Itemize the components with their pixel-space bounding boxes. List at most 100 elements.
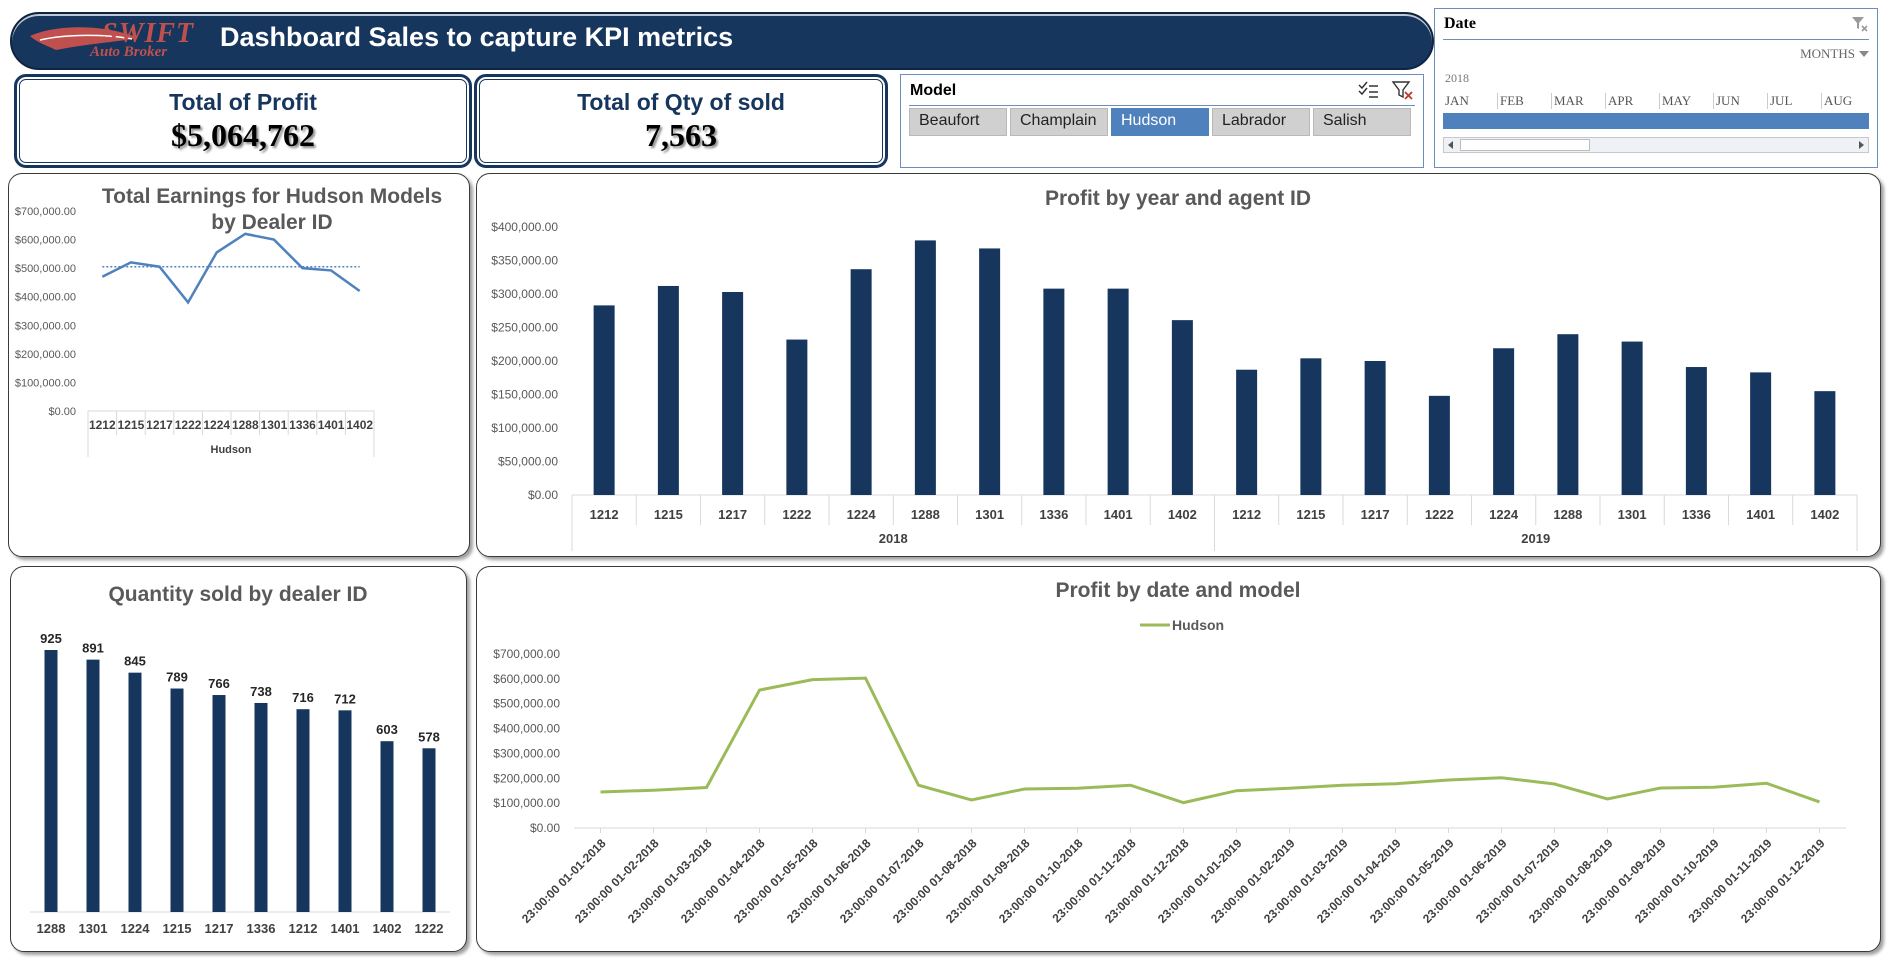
model-option-labrador[interactable]: Labrador: [1212, 108, 1310, 136]
timeline-year: 2018: [1445, 71, 1469, 85]
x-tick-label: 1222: [415, 921, 444, 936]
timeline-month[interactable]: APR: [1605, 93, 1662, 109]
x-tick-label: 1401: [1746, 507, 1775, 522]
x-tick-label: 1402: [1810, 507, 1839, 522]
bar: [593, 305, 615, 495]
clear-filter-icon[interactable]: [1391, 79, 1415, 101]
date-clear-filter-icon[interactable]: [1851, 15, 1869, 33]
x-tick-label: 1215: [163, 921, 192, 936]
x-tick-label: 1222: [175, 418, 202, 432]
x-tick-label: 1402: [346, 418, 373, 432]
bar: [1814, 391, 1836, 495]
model-slicer-title: Model: [910, 82, 957, 99]
timeline-month[interactable]: MAR: [1551, 93, 1608, 109]
y-tick-label: $700,000.00: [15, 206, 76, 218]
bar: [1685, 367, 1707, 495]
model-option-salish[interactable]: Salish: [1313, 108, 1411, 136]
chart-title: Quantity sold by dealer ID: [108, 583, 367, 606]
bar: [212, 695, 226, 912]
bar: [1043, 288, 1065, 495]
series-line: [600, 676, 1820, 805]
x-tick-label: 1212: [590, 507, 619, 522]
x-tick-label: 1217: [1361, 507, 1390, 522]
data-label: 716: [292, 690, 314, 705]
profit-date-model-chart: Profit by date and model Hudson $0.00 $10…: [493, 579, 1846, 926]
multi-select-icon[interactable]: [1357, 80, 1379, 100]
bar: [1300, 358, 1322, 495]
y-tick-label: $400,000.00: [15, 292, 76, 304]
y-tick-label: $300,000.00: [493, 746, 560, 760]
y-tick-label: $700,000.00: [493, 647, 560, 661]
y-tick-label: $200,000.00: [491, 354, 558, 368]
y-tick-label: $100,000.00: [493, 796, 560, 810]
y-tick-label: $0.00: [528, 488, 558, 502]
x-tick-label: 1402: [373, 921, 402, 936]
profit-year-agent-chart: Profit by year and agent ID $0.00 $50,000…: [491, 187, 1858, 551]
y-tick-label: $200,000.00: [15, 349, 76, 361]
model-option-beaufort[interactable]: Beaufort: [909, 108, 1007, 136]
x-tick-label: 1222: [782, 507, 811, 522]
timeline-selection-bar[interactable]: [1443, 113, 1869, 129]
hudson-earnings-chart: Total Earnings for Hudson Models by Deal…: [15, 185, 442, 457]
bar: [1621, 341, 1643, 495]
scrollbar-thumb[interactable]: [1460, 139, 1590, 151]
timeline-month[interactable]: JUN: [1713, 93, 1770, 109]
logo-brand: SWIFT: [102, 18, 195, 49]
date-slicer-title: Date: [1444, 15, 1476, 32]
y-tick-label: $600,000.00: [15, 235, 76, 247]
kpi-qty-label: Total of Qty of sold: [577, 89, 785, 115]
timeline-month[interactable]: AUG: [1821, 93, 1872, 109]
x-tick-label: 1217: [205, 921, 234, 936]
bar: [850, 269, 872, 495]
series-line: [101, 232, 361, 305]
timeline-scrollbar[interactable]: [1443, 137, 1869, 153]
timeline-months: JAN FEB MAR APR MAY JUN JUL AUG: [1443, 93, 1869, 129]
bar: [254, 702, 268, 912]
time-level-selector[interactable]: MONTHS: [1800, 46, 1855, 61]
logo-swoosh-tail-icon: [39, 34, 133, 41]
timeline-month[interactable]: JAN: [1445, 93, 1469, 108]
model-option-champlain[interactable]: Champlain: [1010, 108, 1108, 136]
y-tick-label: $200,000.00: [493, 771, 560, 785]
left-arrow-icon[interactable]: [1446, 140, 1456, 150]
y-tick-label: $350,000.00: [491, 254, 558, 268]
x-tick-label: 1288: [232, 418, 259, 432]
group-label: Hudson: [211, 444, 252, 456]
y-tick-label: $500,000.00: [493, 697, 560, 711]
page-title: Dashboard Sales to capture KPI metrics: [220, 22, 734, 52]
model-option-hudson[interactable]: Hudson: [1111, 108, 1209, 136]
model-slicer-divider: [909, 105, 1415, 106]
x-tick-label: 1336: [289, 418, 316, 432]
x-tick-label: 1215: [118, 418, 145, 432]
y-tick-label: $0.00: [530, 821, 560, 835]
title-banner: [10, 12, 1434, 70]
x-tick-label: 1301: [261, 418, 288, 432]
bar: [296, 709, 310, 912]
chart-title-line1: Total Earnings for Hudson Models: [102, 185, 442, 208]
y-tick-label: $300,000.00: [491, 287, 558, 301]
bar: [338, 710, 352, 912]
timeline-month[interactable]: FEB: [1497, 93, 1554, 109]
x-tick-label: 1401: [1104, 507, 1133, 522]
chart-title-line2: by Dealer ID: [211, 211, 332, 234]
kpi-qty-value: 7,563: [645, 117, 717, 153]
timeline-month[interactable]: MAY: [1659, 93, 1716, 109]
date-slicer: Date MONTHS 2018 JAN FEB MAR APR MAY JUN…: [1434, 8, 1878, 168]
chart-title: Profit by year and agent ID: [1045, 187, 1311, 210]
x-tick-label: 1402: [1168, 507, 1197, 522]
qty-dealer-chart: Quantity sold by dealer ID 925 1288 891 130…: [30, 583, 450, 936]
bar: [1236, 369, 1258, 495]
x-tick-label: 1224: [121, 921, 151, 936]
chevron-down-icon[interactable]: [1859, 51, 1869, 59]
right-arrow-icon[interactable]: [1856, 140, 1866, 150]
data-label: 891: [82, 641, 104, 656]
y-tick-label: $150,000.00: [491, 388, 558, 402]
data-label: 789: [166, 670, 188, 685]
logo-swoosh-icon: [30, 27, 138, 50]
x-tick-label: 1217: [718, 507, 747, 522]
data-label: 845: [124, 654, 146, 669]
timeline-month[interactable]: JUL: [1767, 93, 1824, 109]
x-tick-label: 1288: [1553, 507, 1582, 522]
y-tick-label: $100,000.00: [15, 377, 76, 389]
x-tick-label: 1301: [975, 507, 1004, 522]
